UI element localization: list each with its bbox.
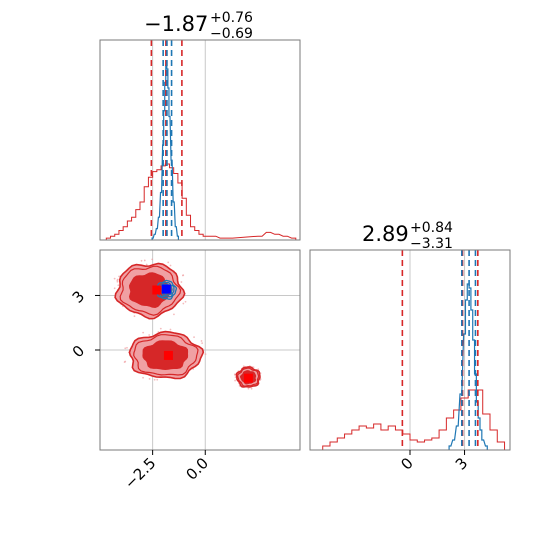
x-tick-label: 3 xyxy=(452,454,471,473)
scatter-point xyxy=(123,361,126,363)
title-y: 2.89 +0.84 −3.31 xyxy=(362,220,453,252)
scatter-point xyxy=(173,313,175,316)
scatter-point xyxy=(250,387,253,390)
scatter-point xyxy=(252,366,255,369)
scatter-point xyxy=(159,327,162,330)
scatter-point xyxy=(184,300,187,303)
x-tick-label: 0 xyxy=(397,454,416,473)
scatter-point xyxy=(145,263,148,266)
title-y-lower: −3.31 xyxy=(410,236,453,252)
scatter-point xyxy=(118,275,120,278)
scatter-point xyxy=(233,373,236,376)
scatter-point xyxy=(201,342,204,345)
scatter-point xyxy=(143,259,146,262)
x-tick-label: 0.0 xyxy=(182,454,212,484)
scatter-point xyxy=(204,353,207,355)
marginal-x-panel xyxy=(99,39,301,241)
red-contour-mid xyxy=(133,334,199,376)
red-contour-mid xyxy=(119,265,182,316)
scatter-point xyxy=(124,347,127,350)
title-x: −1.87 +0.76 −0.69 xyxy=(144,10,253,42)
y-tick-label: 0 xyxy=(69,342,88,361)
scatter-point xyxy=(257,368,260,371)
scatter-point xyxy=(140,259,143,262)
marginal-x-frame xyxy=(99,39,301,241)
scatter-point xyxy=(242,365,245,368)
scatter-point xyxy=(200,340,203,342)
red-contour-inner xyxy=(128,272,172,309)
scatter-point xyxy=(126,346,128,349)
scatter-point xyxy=(169,264,172,267)
scatter-point xyxy=(153,378,156,381)
scatter-point xyxy=(116,278,119,281)
title-x-median: −1.87 xyxy=(144,12,208,36)
scatter-point xyxy=(148,334,151,336)
blue-marker xyxy=(161,284,171,294)
scatter-point xyxy=(117,284,120,287)
scatter-point xyxy=(113,277,116,280)
scatter-point xyxy=(234,379,237,382)
scatter-point xyxy=(151,258,154,261)
title-y-median: 2.89 xyxy=(362,222,409,246)
title-x-upper: +0.76 xyxy=(210,10,253,26)
blue-histogram-y xyxy=(448,283,488,450)
scatter-point xyxy=(182,302,185,305)
scatter-point xyxy=(156,378,159,381)
scatter-point xyxy=(247,387,250,390)
y-tick-label: 3 xyxy=(69,287,88,306)
scatter-point xyxy=(169,328,172,331)
red-histogram-y xyxy=(322,389,506,450)
red-marker-upper xyxy=(152,285,162,295)
red-marker-right xyxy=(243,373,253,383)
scatter-point xyxy=(113,287,116,290)
red-contour-mid xyxy=(237,367,260,387)
scatter-point xyxy=(142,331,145,334)
x-tick-label: −2.5 xyxy=(121,454,159,492)
scatter-point xyxy=(142,376,144,379)
scatter-point xyxy=(148,377,151,380)
scatter-point xyxy=(193,336,195,339)
red-histogram-x xyxy=(105,163,297,240)
title-y-upper: +0.84 xyxy=(410,220,453,236)
title-x-lower: −0.69 xyxy=(210,26,253,42)
scatter-point xyxy=(182,274,185,277)
scatter-point xyxy=(133,315,136,318)
scatter-point xyxy=(116,280,119,283)
joint-panel: −2.5 0.0 0 3 xyxy=(69,249,301,493)
scatter-point xyxy=(180,281,183,283)
red-marker-lower xyxy=(163,350,173,360)
scatter-point xyxy=(167,261,170,264)
